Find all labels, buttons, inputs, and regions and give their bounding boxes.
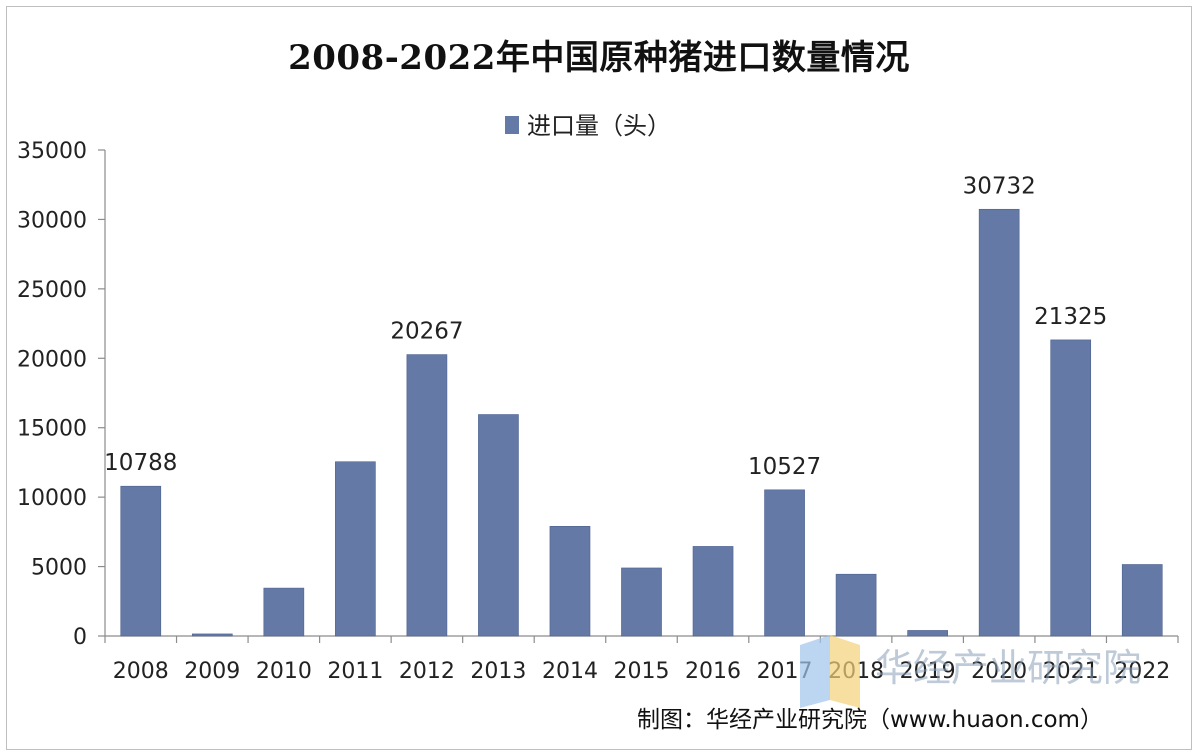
legend-label: 进口量（头） xyxy=(527,112,671,140)
data-label: 30732 xyxy=(963,173,1036,199)
data-label: 10527 xyxy=(748,454,821,480)
y-tick-label: 0 xyxy=(73,625,87,650)
bar-2011 xyxy=(335,461,376,637)
x-tick-label: 2019 xyxy=(900,659,956,684)
x-tick-label: 2016 xyxy=(685,659,741,684)
x-tick-label: 2020 xyxy=(971,659,1027,684)
bar-2014 xyxy=(549,526,591,637)
x-tick-label: 2012 xyxy=(399,659,455,684)
x-tick-label: 2022 xyxy=(1114,659,1170,684)
y-tick-label: 15000 xyxy=(17,417,87,442)
x-tick-label: 2009 xyxy=(184,659,240,684)
bar-2016 xyxy=(692,546,734,637)
bar-2018 xyxy=(835,573,877,637)
bar-2017 xyxy=(764,489,805,637)
x-tick-label: 2008 xyxy=(113,659,169,684)
x-tick-label: 2021 xyxy=(1043,659,1099,684)
data-label: 21325 xyxy=(1034,304,1107,330)
bar-2012 xyxy=(406,354,448,637)
legend-swatch xyxy=(505,116,519,134)
x-tick-label: 2010 xyxy=(256,659,312,684)
bar-2021 xyxy=(1050,339,1092,637)
watermark-text: 华经产业研究院 xyxy=(875,646,1141,690)
data-label: 20267 xyxy=(390,319,463,345)
source-note: 制图：华经产业研究院（www.huaon.com） xyxy=(637,707,1103,733)
y-tick-label: 25000 xyxy=(17,278,87,303)
y-tick-label: 10000 xyxy=(17,486,87,511)
watermark-shape xyxy=(800,635,830,708)
y-tick-label: 35000 xyxy=(17,139,87,164)
y-tick-label: 5000 xyxy=(31,556,87,581)
bar-2015 xyxy=(621,567,662,637)
x-tick-label: 2013 xyxy=(470,659,526,684)
y-tick-label: 20000 xyxy=(17,347,87,372)
y-tick-label: 30000 xyxy=(17,208,87,233)
legend: 进口量（头） xyxy=(505,112,671,140)
watermark-logo: 华经产业研究院 xyxy=(800,635,1141,708)
x-tick-label: 2014 xyxy=(542,659,598,684)
bar-2013 xyxy=(478,414,519,637)
bar-2010 xyxy=(263,587,305,637)
chart-title: 2008-2022年中国原种猪进口数量情况 xyxy=(288,38,910,78)
bar-2009 xyxy=(191,633,233,637)
bar-2019 xyxy=(907,630,948,637)
x-tick-label: 2015 xyxy=(614,659,670,684)
watermark-shape xyxy=(830,635,860,708)
bar-2020 xyxy=(978,208,1020,637)
bar-2022 xyxy=(1121,564,1163,637)
data-label: 10788 xyxy=(104,450,177,476)
x-tick-label: 2011 xyxy=(327,659,383,684)
bar-2008 xyxy=(120,485,162,637)
